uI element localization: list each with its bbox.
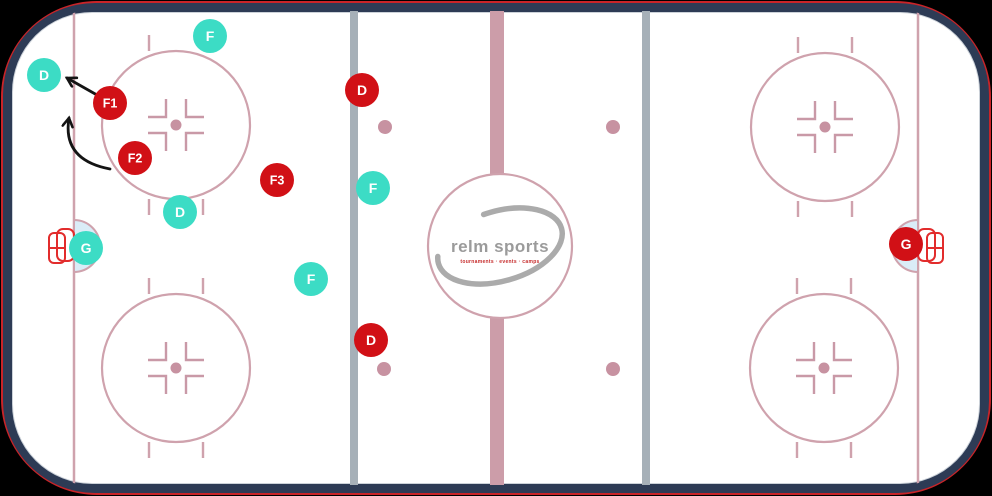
center-circle: relm sports tournaments · events · camps — [426, 172, 574, 320]
player-marker-teal-f[interactable]: F — [356, 171, 390, 205]
player-marker-red-f2[interactable]: F2 — [118, 141, 152, 175]
player-marker-label: F — [307, 271, 316, 287]
movement-arrows — [67, 78, 112, 171]
player-marker-label: F1 — [103, 97, 118, 111]
player-marker-label: D — [366, 332, 376, 348]
player-marker-label: F — [206, 28, 215, 44]
player-marker-teal-f[interactable]: F — [294, 262, 328, 296]
player-markers: F D F1 F2 F3 D G D F F D G — [27, 19, 923, 357]
player-marker-label: F — [369, 180, 378, 196]
player-marker-label: F3 — [270, 174, 285, 188]
player-marker-red-d[interactable]: D — [354, 323, 388, 357]
faceoff-circle-top-left — [100, 33, 252, 217]
player-marker-label: G — [901, 236, 912, 252]
neutral-dot — [606, 362, 620, 376]
goal-net-left — [48, 228, 75, 264]
faceoff-circle-bottom-left — [100, 276, 252, 460]
player-marker-red-g[interactable]: G — [889, 227, 923, 261]
neutral-dot — [377, 362, 391, 376]
pass-arrow-f1-to-d[interactable] — [67, 78, 99, 97]
player-marker-red-f3[interactable]: F3 — [260, 163, 294, 197]
player-marker-label: D — [175, 204, 185, 220]
faceoff-circle-bottom-right — [748, 276, 900, 460]
player-marker-label: D — [39, 67, 49, 83]
player-marker-teal-g[interactable]: G — [69, 231, 103, 265]
logo-swoosh — [434, 205, 566, 287]
player-marker-label: F2 — [128, 152, 143, 166]
center-logo: relm sports tournaments · events · camps — [434, 205, 566, 287]
player-marker-teal-d[interactable]: D — [27, 58, 61, 92]
player-marker-label: D — [357, 82, 367, 98]
player-marker-teal-d[interactable]: D — [163, 195, 197, 229]
logo-name-text: relm sports — [451, 237, 549, 256]
player-marker-red-d[interactable]: D — [345, 73, 379, 107]
neutral-dot — [378, 120, 392, 134]
player-marker-red-f1[interactable]: F1 — [93, 86, 127, 120]
logo-tagline-text: tournaments · events · camps — [460, 259, 539, 265]
neutral-dot — [606, 120, 620, 134]
player-marker-teal-f[interactable]: F — [193, 19, 227, 53]
faceoff-circle-top-right — [749, 35, 901, 219]
player-marker-label: G — [81, 240, 92, 256]
skate-arrow-f2[interactable] — [68, 118, 112, 171]
